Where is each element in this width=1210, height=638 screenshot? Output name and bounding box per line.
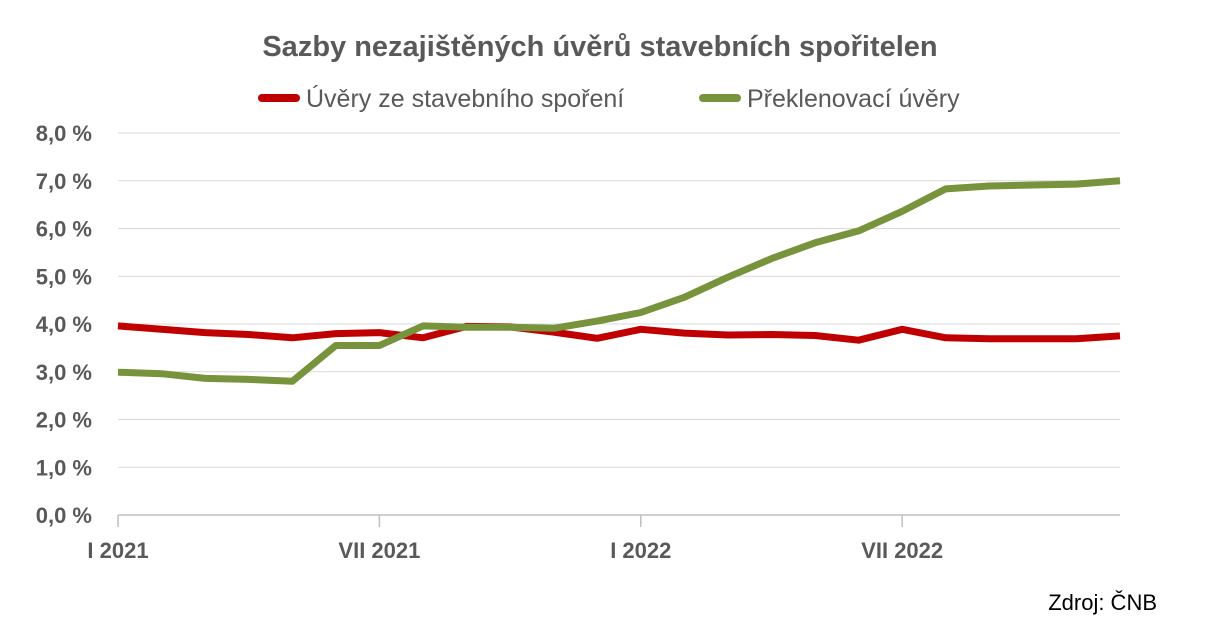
x-axis: I 2021 VII 2021 I 2022 VII 2022	[87, 514, 1120, 563]
y-tick-label: 7,0 %	[36, 169, 92, 194]
x-tick-label: VII 2021	[338, 538, 420, 563]
series-lines	[117, 177, 1121, 385]
legend: Úvěry ze stavebního spoření Překlenovací…	[258, 84, 960, 113]
chart-title: Sazby nezajištěných úvěrů stavebních spo…	[262, 31, 937, 63]
x-tick-label: I 2022	[610, 538, 671, 563]
y-axis: 0,0 % 1,0 % 2,0 % 3,0 % 4,0 % 5,0 % 6,0 % 7,0 %…	[36, 121, 92, 528]
legend-label-uvery-ze-stavebniho-sporeni: Úvěry ze stavebního spoření	[306, 84, 624, 113]
y-tick-label: 2,0 %	[36, 408, 92, 433]
source-note: Zdroj: ČNB	[1048, 590, 1157, 615]
legend-label-preklenovaci-uvery: Překlenovací úvěry	[747, 85, 960, 113]
x-tick-label: I 2021	[87, 538, 148, 563]
gridlines	[118, 132, 1120, 468]
series-line-uvery-ze-stavebniho-sporeni	[117, 322, 1121, 344]
y-tick-label: 5,0 %	[36, 264, 92, 289]
y-tick-label: 0,0 %	[36, 503, 92, 528]
x-tick-label: VII 2022	[861, 538, 943, 563]
y-tick-label: 8,0 %	[36, 121, 92, 146]
series-line-preklenovaci-uvery	[117, 177, 1121, 385]
y-tick-label: 3,0 %	[36, 360, 92, 385]
y-tick-label: 6,0 %	[36, 217, 92, 242]
y-tick-label: 4,0 %	[36, 312, 92, 337]
y-tick-label: 1,0 %	[36, 455, 92, 480]
